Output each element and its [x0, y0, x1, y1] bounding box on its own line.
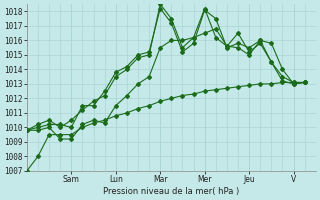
X-axis label: Pression niveau de la mer( hPa ): Pression niveau de la mer( hPa ) [103, 187, 239, 196]
